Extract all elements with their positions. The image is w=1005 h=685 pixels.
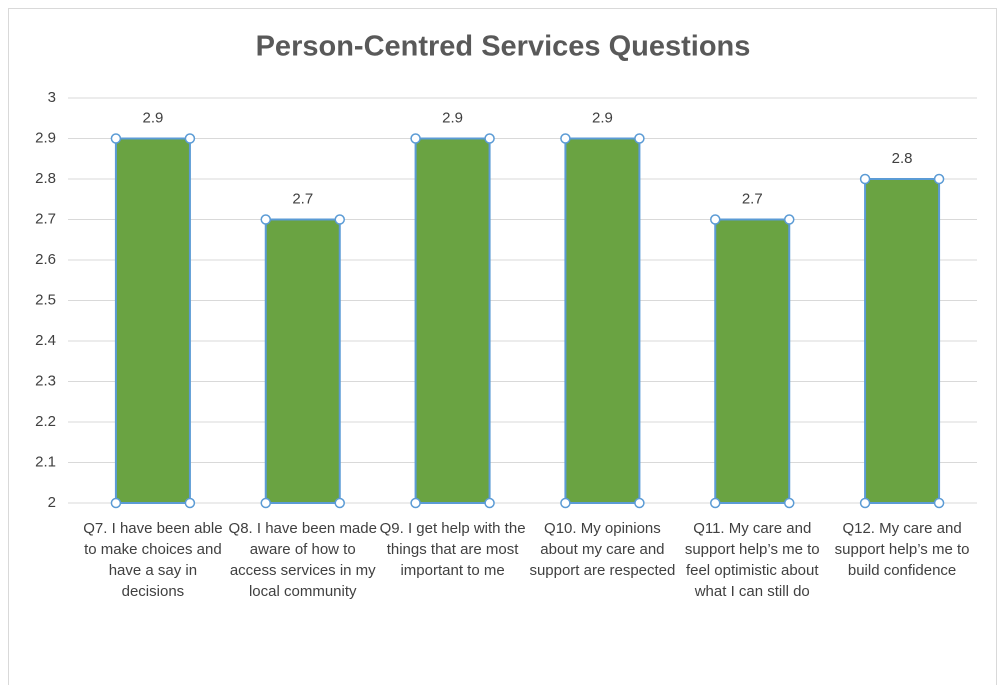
y-tick-label: 2.8: [35, 170, 56, 187]
y-tick-label: 2.5: [35, 291, 56, 308]
data-label: 2.9: [592, 109, 613, 126]
bar: [264, 218, 341, 504]
y-tick-label: 2: [48, 494, 56, 511]
selection-handle: [110, 497, 122, 509]
y-tick-label: 2.3: [35, 372, 56, 389]
selection-handle: [560, 133, 571, 144]
data-label: 2.7: [742, 190, 763, 207]
selection-handle: [634, 133, 645, 144]
selection-handle: [710, 497, 721, 509]
selection-handle: [334, 497, 345, 509]
selection-handle: [634, 497, 645, 509]
selection-handle: [933, 173, 945, 185]
y-tick-label: 3: [48, 89, 56, 106]
bar: [114, 137, 191, 504]
x-tick-label: Q10. My opinions about my care and suppo…: [529, 520, 676, 579]
selection-handle: [184, 497, 196, 509]
bar: [414, 137, 491, 504]
selection-handle: [484, 497, 495, 509]
selection-handle: [859, 497, 871, 509]
selection-handle: [784, 497, 795, 509]
data-label: 2.8: [892, 150, 913, 167]
selection-handle: [859, 173, 871, 185]
selection-handle: [110, 133, 122, 144]
selection-handle: [933, 497, 945, 509]
y-tick-label: 2.1: [35, 453, 56, 470]
selection-handle: [334, 214, 345, 225]
x-tick-label: Q7. I have been able to make choices and…: [83, 520, 223, 600]
bar: [864, 178, 941, 504]
data-label: 2.9: [142, 109, 163, 126]
bar: [564, 137, 641, 504]
y-tick-label: 2.2: [35, 413, 56, 430]
data-label: 2.9: [442, 109, 463, 126]
selection-handle: [784, 214, 795, 225]
selection-handle: [560, 497, 571, 509]
selection-handle: [260, 214, 271, 225]
selection-handle: [184, 133, 196, 144]
y-tick-label: 2.7: [35, 210, 56, 227]
y-tick-label: 2.4: [35, 332, 56, 349]
bar: [714, 218, 791, 504]
selection-handle: [410, 133, 421, 144]
x-tick-label: Q9. I get help with the things that are …: [379, 520, 526, 579]
y-tick-label: 2.6: [35, 251, 56, 268]
x-tick-label: Q11. My care and support help’s me to fe…: [684, 520, 820, 600]
y-tick-label: 2.9: [35, 129, 56, 146]
selection-handle: [260, 497, 271, 509]
data-label: 2.7: [292, 190, 313, 207]
selection-handle: [484, 133, 495, 144]
selection-handle: [710, 214, 721, 225]
x-tick-label: Q12. My care and support help’s me to bu…: [834, 520, 970, 579]
selection-handle: [410, 497, 421, 509]
x-tick-label: Q8. I have been made aware of how to acc…: [228, 520, 377, 600]
chart-title: Person-Centred Services Questions: [256, 31, 751, 63]
